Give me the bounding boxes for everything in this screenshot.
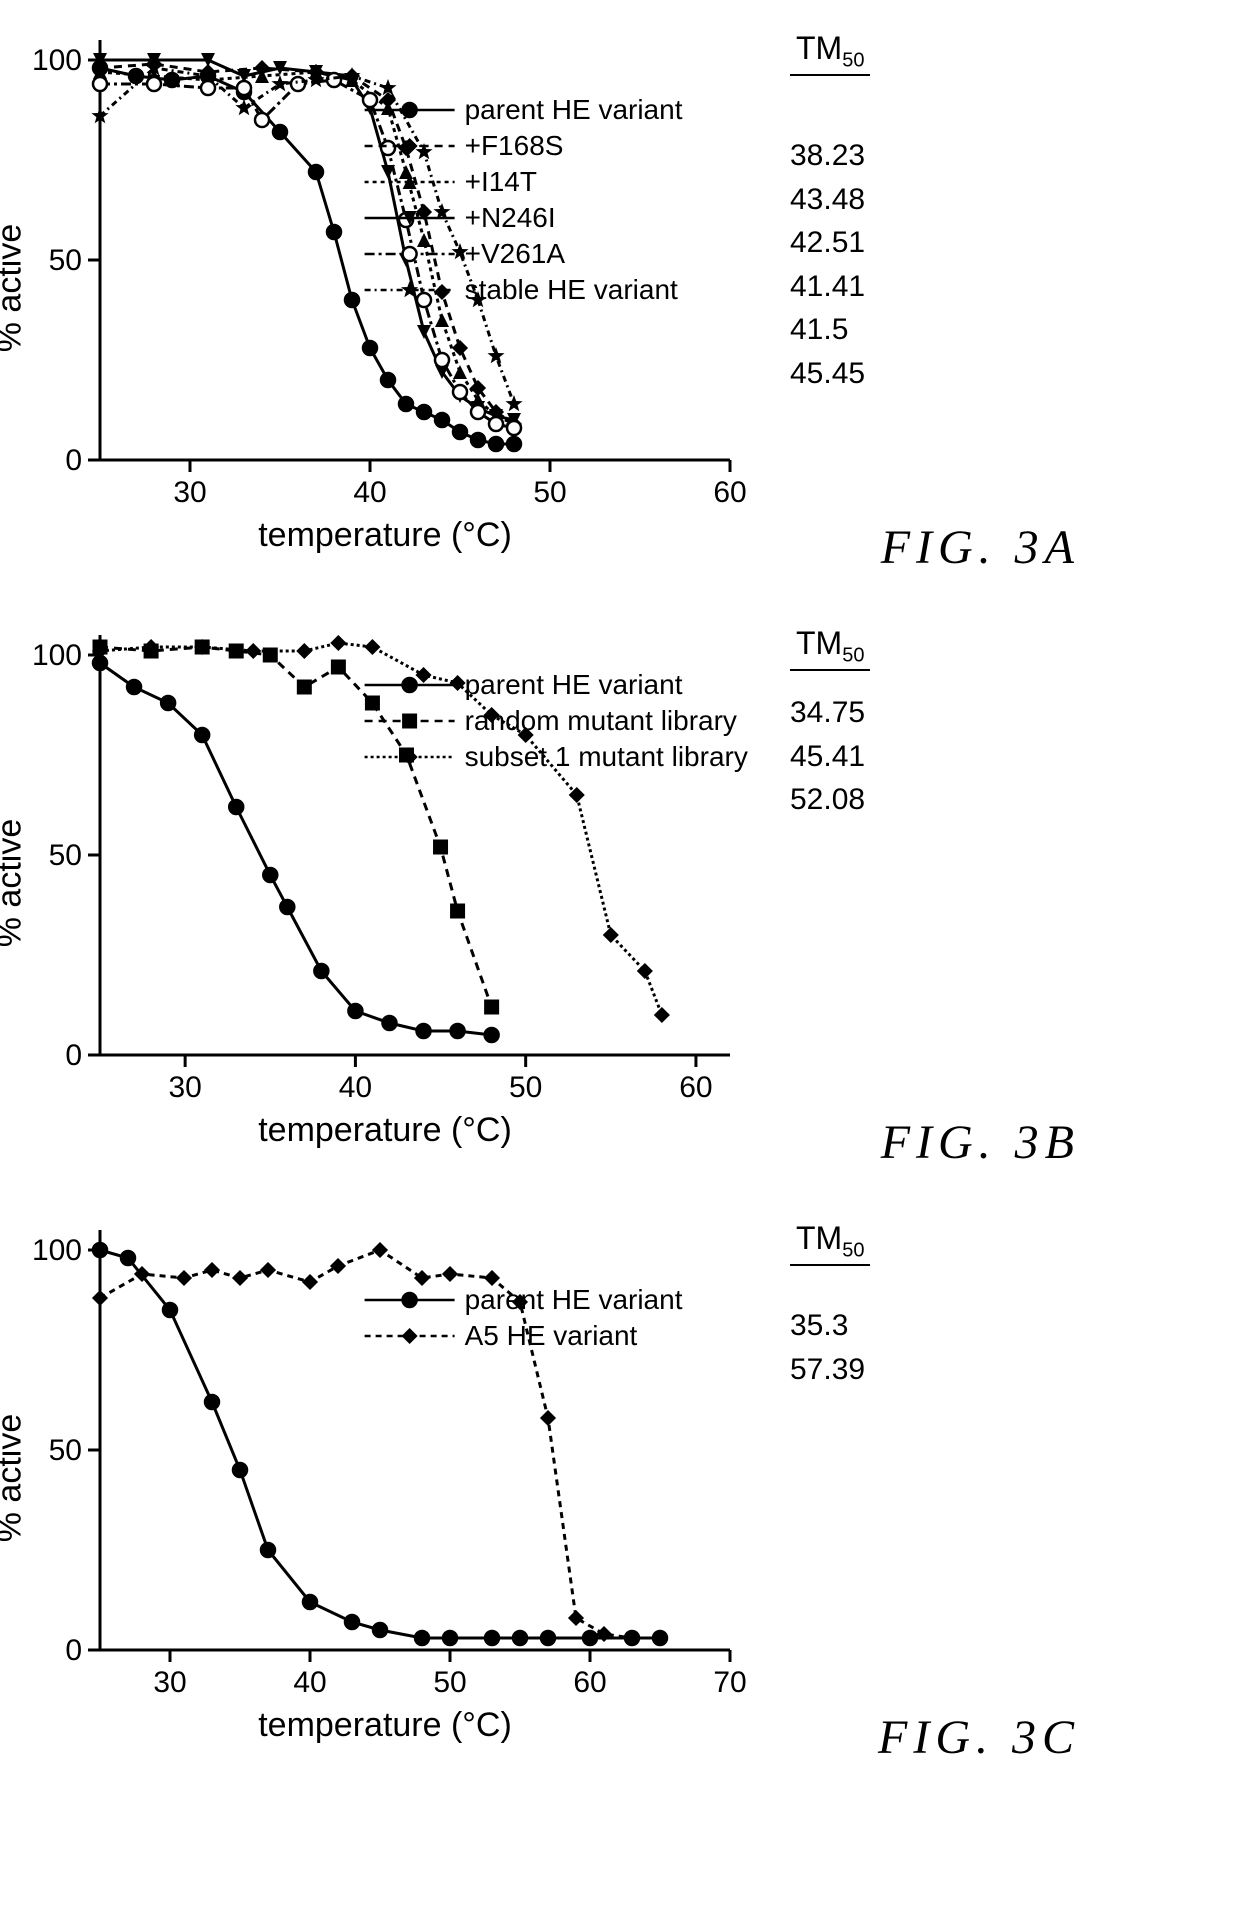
x-tick-label: 40 bbox=[353, 476, 386, 509]
x-axis-label: temperature (°C) bbox=[20, 1111, 750, 1150]
x-tick-label: 40 bbox=[339, 1071, 372, 1104]
series bbox=[93, 53, 521, 427]
tm-sub: 50 bbox=[842, 49, 864, 71]
tm50-column: TM50 34.7545.4152.08 bbox=[790, 615, 870, 822]
y-tick-label: 100 bbox=[32, 1234, 82, 1267]
tm50-header: TM50 bbox=[790, 625, 870, 671]
chart-wrap: 30 40 50 60 0 50 100 parent HE variant +F168S +I1… bbox=[20, 20, 750, 555]
x-tick-label: 30 bbox=[153, 1666, 186, 1699]
figure-label: FIG. 3A bbox=[881, 520, 1080, 575]
tm50-value: 42.51 bbox=[790, 221, 870, 265]
x-tick-label: 50 bbox=[533, 476, 566, 509]
x-tick-label: 60 bbox=[679, 1071, 712, 1104]
figure-label: FIG. 3B bbox=[881, 1115, 1080, 1170]
series bbox=[93, 65, 521, 431]
y-tick-label: 50 bbox=[49, 839, 82, 872]
legend-label: stable HE variant bbox=[465, 274, 678, 305]
tm-text: TM bbox=[796, 625, 842, 661]
legend-label: +N246I bbox=[465, 202, 556, 233]
tm50-header: TM50 bbox=[790, 30, 870, 76]
figure-panel-B: 30 40 50 60 0 50 100 parent HE variant random mu… bbox=[20, 615, 1220, 1150]
legend-label: A5 HE variant bbox=[465, 1320, 638, 1351]
tm50-column: TM50 38.2343.4842.5141.4141.545.45 bbox=[790, 20, 870, 395]
chart-svg: 30 40 50 60 0 50 100 parent HE variant +F168S +I1… bbox=[20, 20, 750, 510]
tm50-column: TM50 35.357.39 bbox=[790, 1210, 870, 1391]
y-tick-label: 50 bbox=[49, 244, 82, 277]
x-tick-label: 30 bbox=[168, 1071, 201, 1104]
legend-label: parent HE variant bbox=[465, 1284, 683, 1315]
tm50-value: 41.5 bbox=[790, 308, 870, 352]
legend-label: parent HE variant bbox=[465, 94, 683, 125]
x-axis-label: temperature (°C) bbox=[20, 1706, 750, 1745]
x-tick-label: 60 bbox=[713, 476, 746, 509]
tm50-header: TM50 bbox=[790, 1220, 870, 1266]
tm-text: TM bbox=[796, 1220, 842, 1256]
legend-label: subset 1 mutant library bbox=[465, 741, 748, 772]
tm50-value: 45.45 bbox=[790, 352, 870, 396]
legend: parent HE variant random mutant library su… bbox=[365, 669, 748, 772]
figure-label: FIG. 3C bbox=[878, 1710, 1080, 1765]
tm50-value: 57.39 bbox=[790, 1348, 870, 1392]
tm50-value: 34.75 bbox=[790, 691, 870, 735]
tm-sub: 50 bbox=[842, 1239, 864, 1261]
x-axis-label: temperature (°C) bbox=[20, 516, 750, 555]
tm50-value: 52.08 bbox=[790, 778, 870, 822]
x-tick-label: 60 bbox=[573, 1666, 606, 1699]
y-tick-label: 0 bbox=[65, 1039, 82, 1072]
legend-label: +F168S bbox=[465, 130, 564, 161]
x-tick-label: 30 bbox=[173, 476, 206, 509]
x-tick-label: 40 bbox=[293, 1666, 326, 1699]
legend-label: +V261A bbox=[465, 238, 566, 269]
y-axis-label: % active bbox=[0, 223, 30, 352]
chart-svg: 30 40 50 60 70 0 50 100 parent HE variant A5 HE v… bbox=[20, 1210, 750, 1700]
y-tick-label: 0 bbox=[65, 1634, 82, 1667]
figure-panel-C: 30 40 50 60 70 0 50 100 parent HE variant A5 HE v… bbox=[20, 1210, 1220, 1745]
legend: parent HE variant A5 HE variant bbox=[365, 1284, 683, 1351]
y-axis-label: % active bbox=[0, 1413, 30, 1542]
y-tick-label: 0 bbox=[65, 444, 82, 477]
x-tick-label: 50 bbox=[509, 1071, 542, 1104]
tm50-value: 43.48 bbox=[790, 178, 870, 222]
y-axis-label: % active bbox=[0, 818, 30, 947]
legend-label: +I14T bbox=[465, 166, 537, 197]
chart-svg: 30 40 50 60 0 50 100 parent HE variant random mu… bbox=[20, 615, 750, 1105]
y-tick-label: 100 bbox=[32, 44, 82, 77]
x-tick-label: 70 bbox=[713, 1666, 746, 1699]
tm-sub: 50 bbox=[842, 644, 864, 666]
x-tick-label: 50 bbox=[433, 1666, 466, 1699]
legend-label: parent HE variant bbox=[465, 669, 683, 700]
tm50-value: 45.41 bbox=[790, 735, 870, 779]
y-tick-label: 50 bbox=[49, 1434, 82, 1467]
figure-panel-A: 30 40 50 60 0 50 100 parent HE variant +F168S +I1… bbox=[20, 20, 1220, 555]
tm50-value: 35.3 bbox=[790, 1304, 870, 1348]
chart-wrap: 30 40 50 60 0 50 100 parent HE variant random mu… bbox=[20, 615, 750, 1150]
tm50-value: 41.41 bbox=[790, 265, 870, 309]
tm50-value: 38.23 bbox=[790, 134, 870, 178]
chart-wrap: 30 40 50 60 70 0 50 100 parent HE variant A5 HE v… bbox=[20, 1210, 750, 1745]
y-tick-label: 100 bbox=[32, 639, 82, 672]
series bbox=[91, 59, 522, 411]
legend-label: random mutant library bbox=[465, 705, 737, 736]
tm-text: TM bbox=[796, 30, 842, 66]
